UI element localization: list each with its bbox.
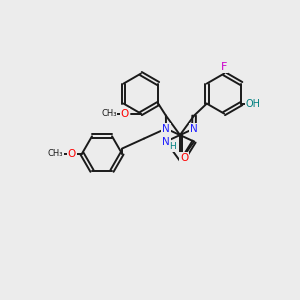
Text: F: F [221, 61, 227, 72]
Text: OH: OH [246, 99, 261, 109]
Text: CH₃: CH₃ [47, 149, 63, 158]
Text: H: H [169, 142, 176, 151]
Text: N: N [162, 136, 170, 147]
Text: O: O [180, 153, 188, 163]
Text: N: N [190, 124, 198, 134]
Text: O: O [68, 148, 76, 159]
Text: CH₃: CH₃ [101, 109, 117, 118]
Text: O: O [121, 109, 129, 118]
Text: N: N [162, 124, 170, 134]
